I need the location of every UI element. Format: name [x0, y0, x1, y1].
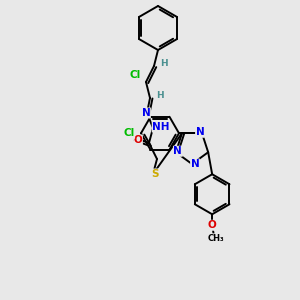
Text: S: S [151, 169, 159, 179]
Text: N: N [190, 159, 200, 169]
Text: NH: NH [152, 122, 170, 132]
Text: Cl: Cl [123, 128, 135, 138]
Text: N: N [196, 127, 204, 137]
Text: O: O [208, 220, 217, 230]
Text: H: H [156, 92, 164, 100]
Text: H: H [160, 58, 168, 68]
Text: O: O [134, 135, 142, 145]
Text: N: N [173, 146, 182, 156]
Text: Cl: Cl [129, 70, 141, 80]
Text: CH₃: CH₃ [208, 234, 224, 243]
Text: N: N [142, 108, 150, 118]
